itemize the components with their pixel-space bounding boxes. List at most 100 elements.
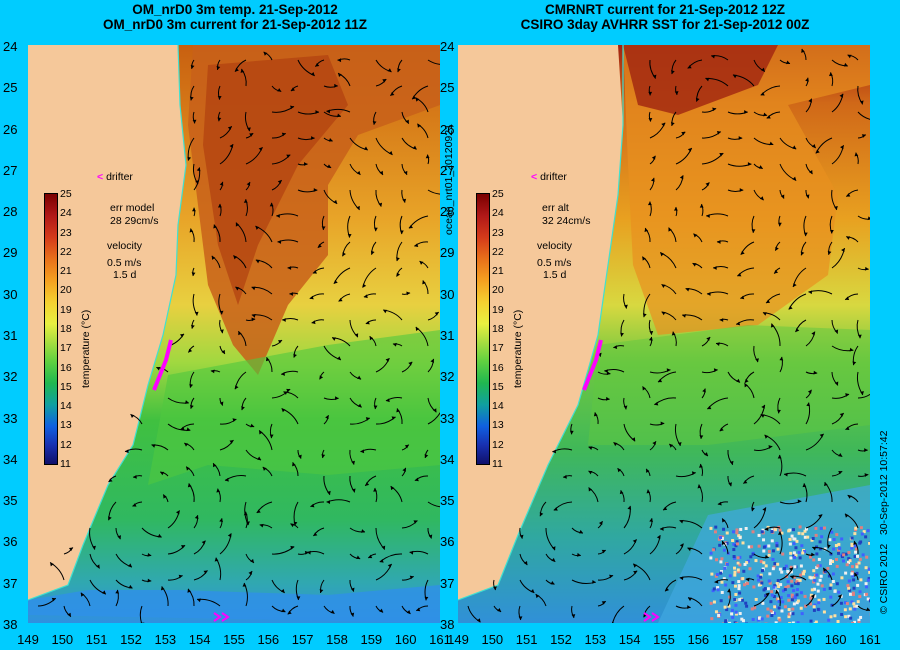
left-lon-label-159: 159 <box>360 632 383 647</box>
right-lon-label-154: 154 <box>618 632 641 647</box>
left-cbar-label-12: 12 <box>60 438 72 451</box>
right-coastline <box>458 45 624 601</box>
left-lat-label-24: 24 <box>3 39 18 54</box>
right-drifter-label: drifter <box>540 171 567 183</box>
left-cbar-label-21: 21 <box>60 265 72 278</box>
left-cbar-label-23: 23 <box>60 226 72 239</box>
right-lat-label-29: 29 <box>440 245 455 261</box>
left-lat-label-35: 35 <box>3 493 18 509</box>
right-front-region <box>588 325 870 445</box>
right-lon-label-150: 150 <box>481 632 504 647</box>
left-err-value: 28 29cm/s <box>110 215 159 227</box>
right-lat-label-30: 30 <box>440 286 455 302</box>
right-cbar-label-18: 18 <box>492 323 504 335</box>
left-lon-label-154: 154 <box>188 632 211 647</box>
left-title-line1: OM_nrD0 3m temp. 21-Sep-2012 <box>132 2 338 17</box>
right-sst-map <box>458 45 870 623</box>
left-velocity-duration: 1.5 d <box>113 269 137 281</box>
right-lat-label-24: 24 <box>440 39 455 54</box>
right-err-label: err alt <box>542 202 569 214</box>
right-cbar-label-25: 25 <box>492 188 504 200</box>
right-panel-title: CMRNRT current for 21-Sep-2012 12Z CSIRO… <box>450 2 880 32</box>
right-lat-label-31: 31 <box>440 328 455 343</box>
left-cbar-label-18: 18 <box>60 323 72 335</box>
left-velocity-scale: 0.5 m/s <box>107 257 142 269</box>
left-lon-label-150: 150 <box>51 632 74 647</box>
right-lat-label-27: 27 <box>440 162 455 178</box>
left-lat-label-36: 36 <box>3 534 18 550</box>
file-id-text: ocean_nrt01_20120921 <box>443 124 455 235</box>
left-lat-label-37: 37 <box>3 575 18 591</box>
left-colorbar <box>44 193 58 465</box>
left-lon-label-155: 155 <box>223 632 245 647</box>
left-colorbar-title: temperature (°C) <box>80 309 92 388</box>
right-lon-label-160: 160 <box>824 632 847 647</box>
left-title-line2: OM_nrD0 3m current for 21-Sep-2012 11Z <box>102 17 368 32</box>
left-current-arrows <box>37 51 440 623</box>
right-cbar-label-19: 19 <box>492 303 504 316</box>
left-lat-label-29: 29 <box>3 245 18 261</box>
drifter-marker-icon: < <box>97 171 104 183</box>
left-map-graphic <box>28 45 440 623</box>
right-cbar-label-13: 13 <box>492 419 504 432</box>
right-hot-core <box>623 45 778 115</box>
right-lat-label-38: 38 <box>440 617 455 632</box>
right-lat-label-34: 34 <box>440 451 455 467</box>
right-cbar-label-12: 12 <box>492 438 504 451</box>
right-cbar-label-16: 16 <box>492 361 504 374</box>
right-warm-eddy <box>623 45 870 335</box>
right-lon-label-149: 149 <box>447 632 469 647</box>
left-front-region <box>148 330 440 485</box>
left-lon-label-156: 156 <box>257 632 280 647</box>
left-cbar-label-25: 25 <box>60 188 72 200</box>
left-lat-label-31: 31 <box>3 328 18 343</box>
left-cool-south <box>28 585 440 623</box>
left-drifter-south <box>213 612 230 622</box>
left-cbar-label-20: 20 <box>60 284 72 297</box>
left-hot-core <box>203 55 348 305</box>
right-cbar-label-11: 11 <box>492 458 503 470</box>
left-lat-label-26: 26 <box>3 121 18 137</box>
right-cbar-label-23: 23 <box>492 226 504 239</box>
left-lon-label-152: 152 <box>120 632 142 647</box>
left-cbar-label-16: 16 <box>60 361 72 374</box>
right-lon-label-161: 161 <box>859 632 881 647</box>
right-lon-label-157: 157 <box>721 632 744 647</box>
right-lon-label-159: 159 <box>790 632 813 647</box>
right-lat-label-36: 36 <box>440 534 455 550</box>
left-drifter-legend: < drifter <box>97 171 133 183</box>
left-lat-label-33: 33 <box>3 410 18 426</box>
right-cbar-label-24: 24 <box>492 207 504 220</box>
left-cbar-label-24: 24 <box>60 207 72 220</box>
right-lon-label-156: 156 <box>687 632 710 647</box>
left-drifter-label: drifter <box>106 171 133 183</box>
right-drifter-legend: < drifter <box>531 171 567 183</box>
left-cbar-label-11: 11 <box>60 458 71 470</box>
right-colorbar <box>476 193 490 465</box>
left-coastline <box>28 45 187 601</box>
right-cbar-label-14: 14 <box>492 400 504 413</box>
right-err-value: 32 24cm/s <box>542 215 591 227</box>
left-lat-label-27: 27 <box>3 162 18 178</box>
right-velocity-label: velocity <box>537 240 573 252</box>
right-drifter-track <box>582 339 603 391</box>
right-title-line2: CSIRO 3day AVHRR SST for 21-Sep-2012 00Z <box>520 17 810 32</box>
left-lat-label-25: 25 <box>3 80 18 96</box>
left-cbar-label-22: 22 <box>60 245 72 258</box>
right-colorbar-title: temperature (°C) <box>512 309 524 388</box>
left-lon-label-153: 153 <box>154 632 177 647</box>
right-map-graphic <box>458 45 870 623</box>
right-drifter-south <box>643 612 660 622</box>
left-cbar-label-19: 19 <box>60 303 72 316</box>
right-lat-label-37: 37 <box>440 575 455 591</box>
right-cbar-label-15: 15 <box>492 380 504 393</box>
left-cbar-label-14: 14 <box>60 400 72 413</box>
left-lon-label-158: 158 <box>326 632 348 647</box>
right-lat-label-25: 25 <box>440 80 455 96</box>
left-lat-label-34: 34 <box>3 451 18 467</box>
left-panel-title: OM_nrD0 3m temp. 21-Sep-2012 OM_nrD0 3m … <box>20 2 450 32</box>
left-cbar-label-13: 13 <box>60 419 72 432</box>
right-cbar-label-22: 22 <box>492 245 504 258</box>
right-lat-label-35: 35 <box>440 493 455 509</box>
right-lat-label-26: 26 <box>440 121 455 137</box>
